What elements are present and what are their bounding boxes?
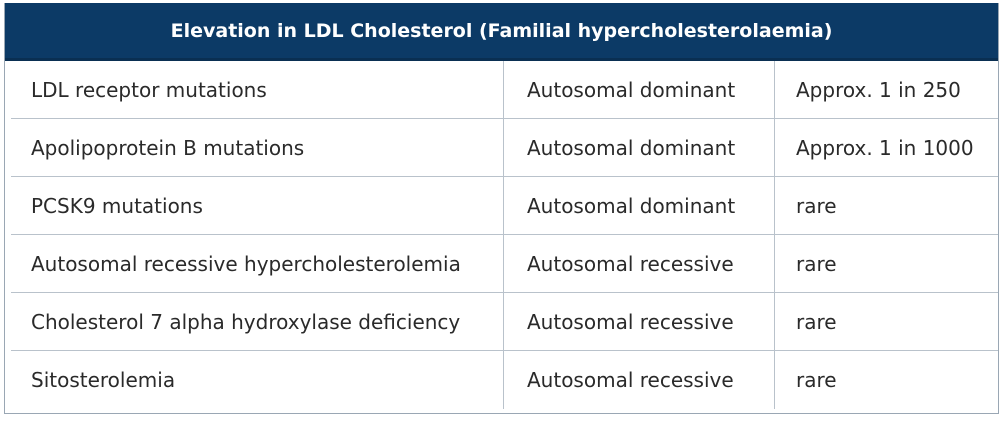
table-row: Sitosterolemia Autosomal recessive rare (11, 351, 998, 409)
inheritance-cell: Autosomal recessive (504, 235, 775, 292)
condition-cell: Cholesterol 7 alpha hydroxylase deficien… (11, 293, 504, 350)
table-row: Autosomal recessive hypercholesterolemia… (11, 235, 998, 293)
table-title: Elevation in LDL Cholesterol (Familial h… (5, 3, 998, 61)
table-body: LDL receptor mutations Autosomal dominan… (11, 61, 998, 413)
frequency-cell: Approx. 1 in 250 (796, 77, 961, 102)
inheritance-cell: Autosomal dominant (504, 61, 775, 118)
table-row: Apolipoprotein B mutations Autosomal dom… (11, 119, 998, 177)
table-row: Cholesterol 7 alpha hydroxylase deficien… (11, 293, 998, 351)
inheritance-cell: Autosomal recessive (504, 351, 775, 409)
frequency-cell: rare (796, 251, 837, 276)
table-row: PCSK9 mutations Autosomal dominant rare (11, 177, 998, 235)
inheritance-cell: Autosomal recessive (504, 293, 775, 350)
inheritance-cell: Autosomal dominant (504, 177, 775, 234)
frequency-cell: rare (796, 193, 837, 218)
table-row: LDL receptor mutations Autosomal dominan… (11, 61, 998, 119)
frequency-cell: Approx. 1 in 1000 (796, 135, 974, 160)
condition-cell: Sitosterolemia (11, 351, 504, 409)
frequency-cell: rare (796, 309, 837, 334)
condition-cell: Apolipoprotein B mutations (11, 119, 504, 176)
frequency-cell: rare (796, 368, 837, 392)
condition-cell: LDL receptor mutations (11, 61, 504, 118)
condition-cell: Autosomal recessive hypercholesterolemia (11, 235, 504, 292)
inheritance-cell: Autosomal dominant (504, 119, 775, 176)
ldl-table: Elevation in LDL Cholesterol (Familial h… (4, 3, 999, 414)
condition-cell: PCSK9 mutations (11, 177, 504, 234)
